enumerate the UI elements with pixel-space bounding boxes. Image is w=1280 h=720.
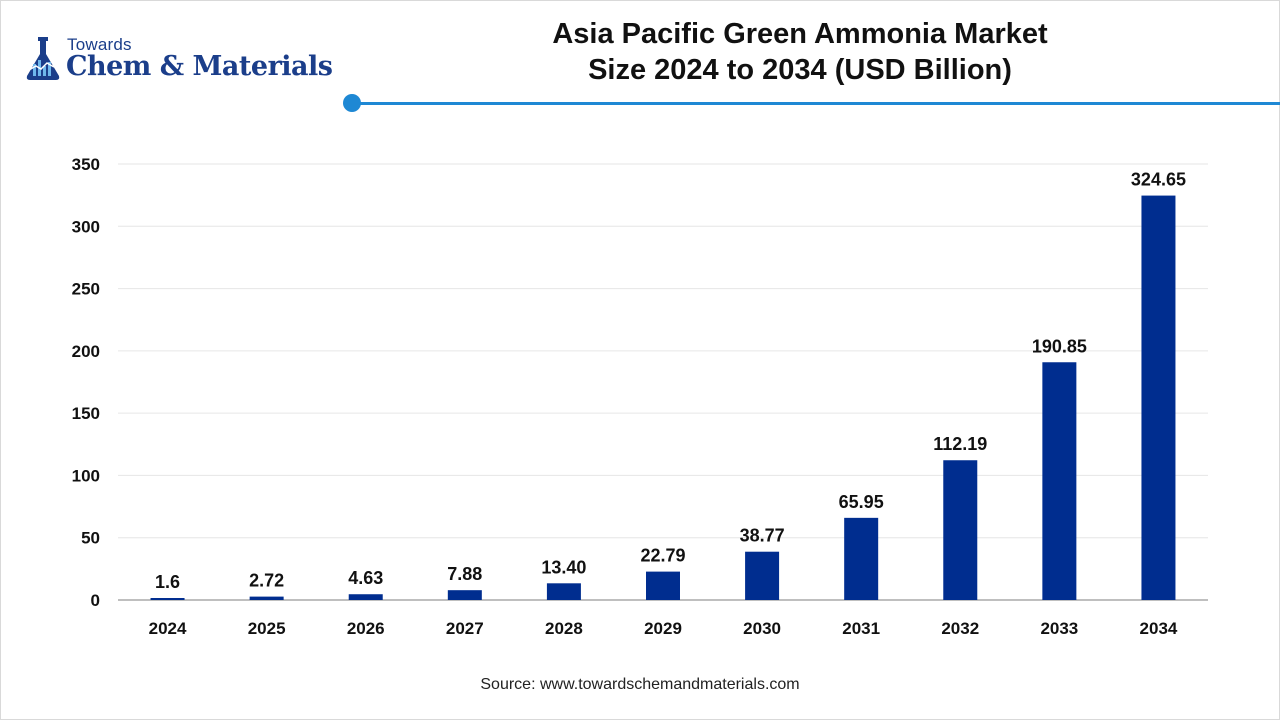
- y-tick-label: 350: [72, 155, 100, 174]
- y-tick-label: 200: [72, 342, 100, 361]
- x-tick-label: 2031: [842, 619, 880, 638]
- data-label-2032: 112.19: [933, 434, 987, 454]
- x-tick-label: 2025: [248, 619, 286, 638]
- data-label-2034: 324.65: [1131, 170, 1186, 190]
- y-tick-label: 0: [91, 591, 100, 610]
- flask-icon: [26, 37, 60, 80]
- bar-2032: [943, 460, 978, 600]
- x-tick-label: 2030: [743, 619, 781, 638]
- bar-2031: [844, 517, 879, 600]
- data-label-2033: 190.85: [1032, 336, 1087, 356]
- source-note: Source: www.towardschemandmaterials.com: [480, 676, 800, 693]
- data-label-2030: 38.77: [740, 526, 785, 546]
- bar-2024: [150, 598, 185, 600]
- y-tick-label: 100: [72, 466, 100, 485]
- brand-logo: Towards Chem & Materials: [20, 34, 340, 90]
- bar-2025: [249, 596, 284, 600]
- chart-title-line-1: Asia Pacific Green Ammonia Market: [552, 18, 1048, 50]
- x-tick-label: 2028: [545, 619, 583, 638]
- data-label-2031: 65.95: [839, 492, 884, 512]
- data-label-2028: 13.40: [541, 557, 586, 577]
- chart-title: Asia Pacific Green Ammonia Market Size 2…: [450, 16, 1150, 88]
- data-label-2029: 22.79: [640, 546, 685, 566]
- data-label-2026: 4.63: [348, 568, 383, 588]
- bar-2027: [447, 590, 482, 600]
- x-tick-label: 2026: [347, 619, 385, 638]
- data-label-2025: 2.72: [249, 571, 284, 591]
- x-tick-label: 2029: [644, 619, 682, 638]
- header-rule-dot: [343, 94, 361, 112]
- data-label-2024: 1.6: [155, 572, 180, 592]
- bar-2028: [546, 583, 581, 600]
- x-tick-label: 2027: [446, 619, 484, 638]
- brand-line-towards: Towards: [67, 35, 132, 54]
- x-tick-label: 2034: [1140, 619, 1178, 638]
- bar-2030: [745, 551, 780, 600]
- y-tick-label: 150: [72, 404, 100, 423]
- x-tick-label: 2024: [149, 619, 187, 638]
- y-tick-label: 50: [81, 529, 100, 548]
- header-rule-line: [356, 102, 1280, 105]
- y-tick-label: 300: [72, 217, 100, 236]
- x-tick-label: 2033: [1040, 619, 1078, 638]
- data-label-2027: 7.88: [447, 564, 482, 584]
- y-tick-label: 250: [72, 280, 100, 299]
- bar-2034: [1141, 195, 1176, 600]
- brand-line-name: Chem & Materials: [66, 51, 333, 82]
- chart-title-line-2: Size 2024 to 2034 (USD Billion): [588, 54, 1012, 86]
- x-tick-label: 2032: [941, 619, 979, 638]
- bar-2026: [348, 594, 383, 600]
- bar-2029: [646, 571, 680, 600]
- bar-2033: [1042, 362, 1077, 600]
